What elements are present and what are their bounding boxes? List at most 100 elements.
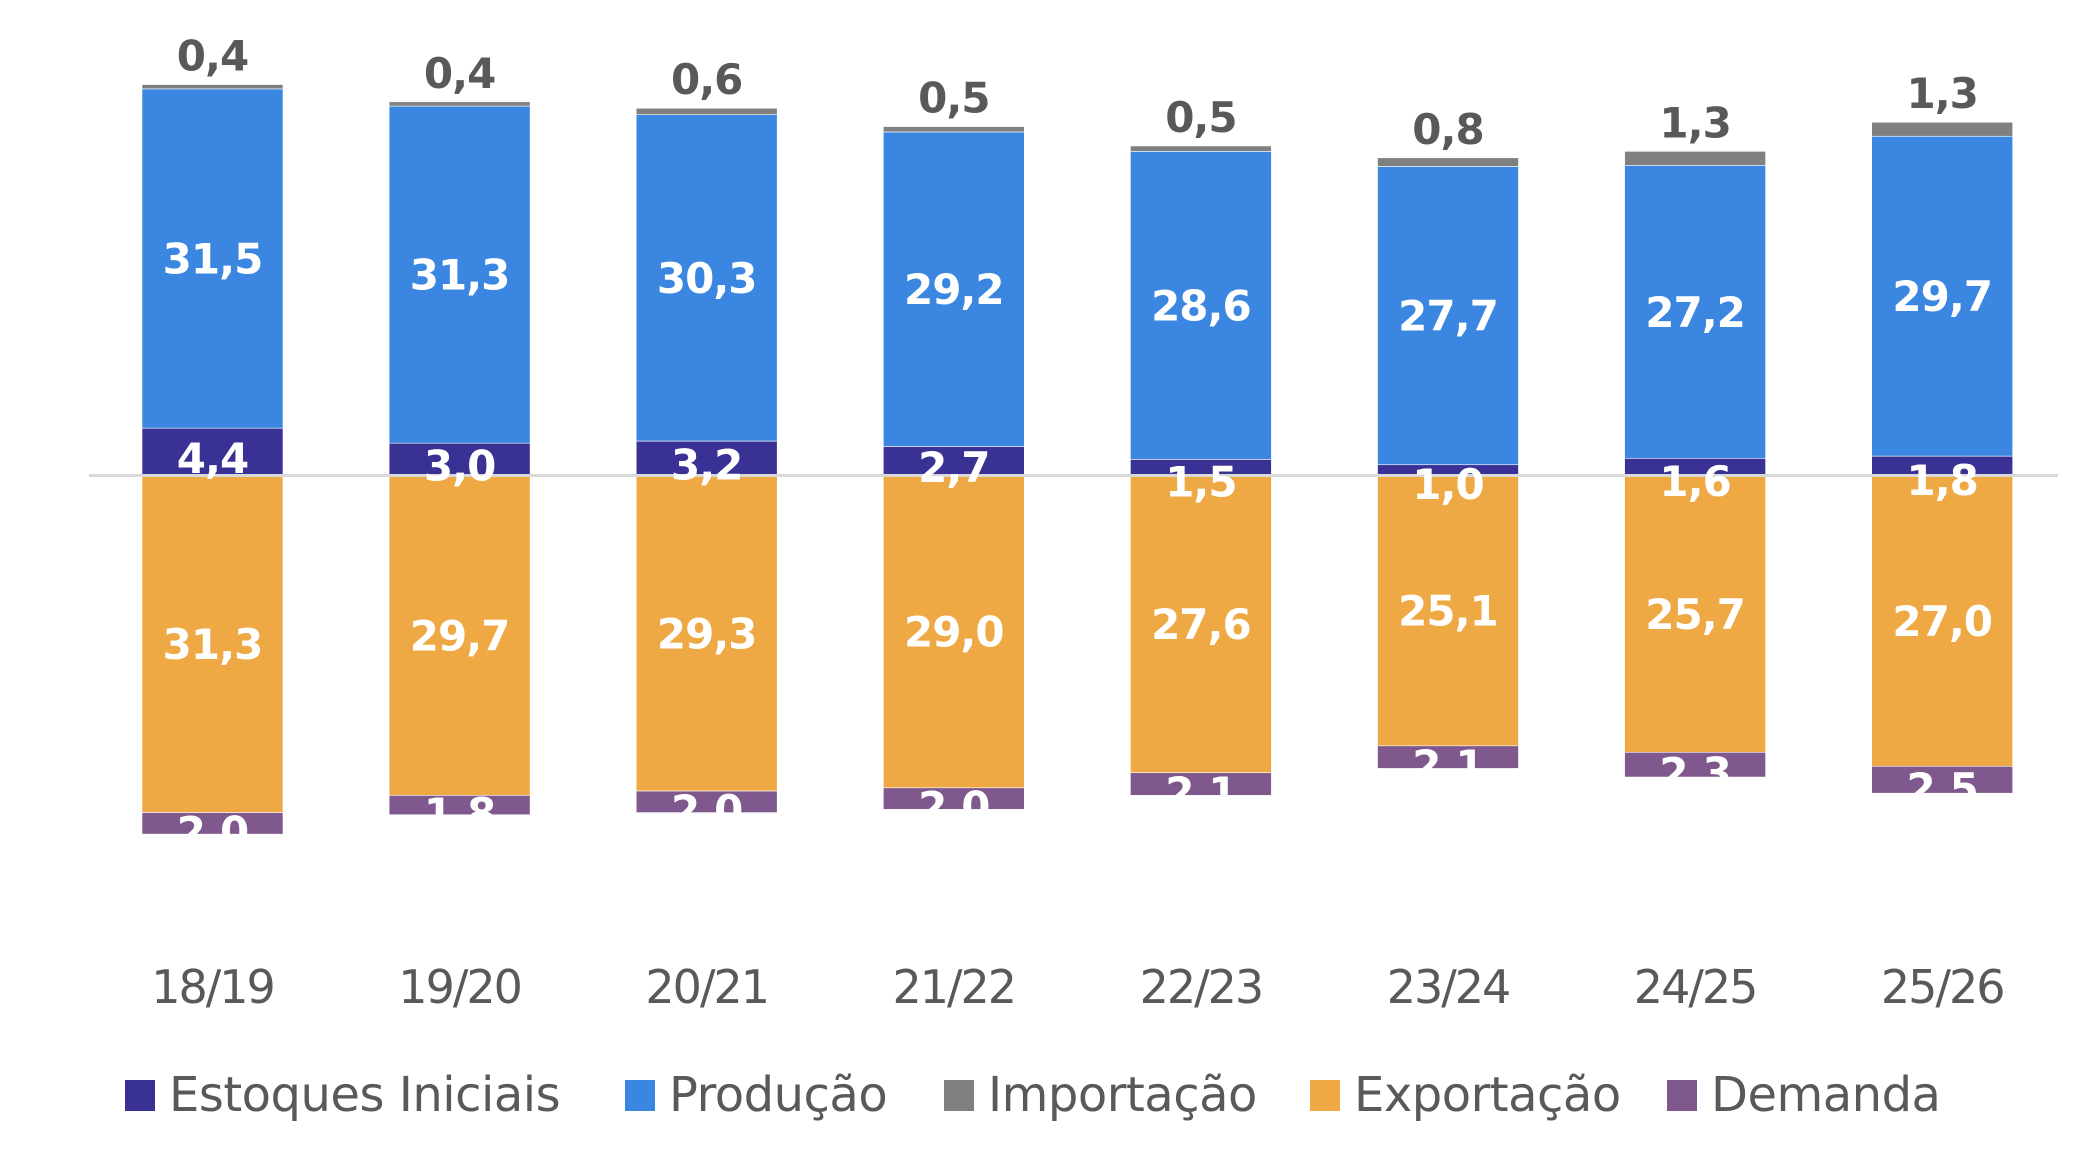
x-tick-label: 22/23 — [1140, 960, 1263, 1014]
data-label-producao: 29,7 — [1892, 272, 1992, 321]
legend-label: Produção — [669, 1067, 887, 1123]
data-label-importacao: 1,3 — [1906, 69, 1977, 118]
bar-segment-estoques-iniciais-18-19 — [141, 427, 284, 476]
bar-segment-demanda-19-20 — [388, 795, 531, 816]
bar-segment-producao-23-24 — [1377, 166, 1519, 466]
data-label-exportacao: 25,1 — [1398, 587, 1498, 636]
legend-label: Estoques Iniciais — [169, 1067, 560, 1123]
bar-segment-demanda-22-23 — [1130, 772, 1272, 796]
data-label-producao: 27,7 — [1398, 292, 1498, 341]
legend-swatch-icon — [944, 1080, 974, 1111]
data-label-demanda: 2,1 — [1165, 768, 1236, 817]
data-label-importacao: 0,6 — [671, 55, 742, 104]
bar-segment-demanda-21-22 — [882, 787, 1025, 810]
bar-segment-importacao-20-21 — [635, 107, 778, 116]
legend-item-estoques-iniciais: Estoques Iniciais — [125, 1067, 561, 1123]
bar-segment-exportacao-22-23 — [1130, 475, 1272, 774]
bar-segment-producao-25-26 — [1871, 135, 2013, 457]
bar-segment-estoques-iniciais-20-21 — [635, 440, 778, 476]
data-label-producao: 27,2 — [1645, 288, 1745, 337]
legend-swatch-icon — [1667, 1080, 1697, 1111]
data-label-demanda: 2,5 — [1906, 764, 1977, 813]
data-label-importacao: 1,3 — [1659, 98, 1730, 147]
data-label-exportacao: 29,3 — [657, 609, 757, 658]
data-label-importacao: 0,8 — [1412, 105, 1483, 154]
legend-item-demanda: Demanda — [1667, 1067, 1941, 1123]
data-label-estoques-iniciais: 1,8 — [1906, 456, 1977, 505]
data-label-demanda: 2,0 — [918, 783, 989, 832]
data-label-exportacao: 27,0 — [1892, 597, 1992, 646]
data-label-importacao: 0,5 — [1165, 93, 1236, 142]
bar-segment-producao-18-19 — [141, 88, 284, 429]
bars-layer — [141, 84, 2013, 835]
data-label-producao: 29,2 — [904, 265, 1004, 314]
data-label-producao: 28,6 — [1151, 281, 1251, 330]
bar-segment-importacao-24-25 — [1624, 151, 1766, 166]
data-label-demanda: 2,1 — [1412, 741, 1483, 790]
bar-segment-producao-20-21 — [635, 114, 778, 442]
data-label-estoques-iniciais: 1,6 — [1659, 457, 1730, 506]
data-labels-layer: 4,4 31,5 0,4 31,3 2,0 3,0 31,3 0,4 29,7 1,8 3,2 30,… — [163, 32, 1993, 856]
data-label-producao: 30,3 — [657, 254, 757, 303]
bar-segment-demanda-23-24 — [1377, 745, 1519, 769]
data-label-exportacao: 29,0 — [904, 608, 1004, 657]
bar-segment-producao-24-25 — [1624, 165, 1766, 459]
legend-label: Exportação — [1354, 1067, 1621, 1123]
bar-segment-producao-21-22 — [882, 131, 1025, 447]
bar-segment-demanda-18-19 — [141, 812, 284, 835]
legend-item-importacao: Importação — [944, 1067, 1257, 1123]
data-label-exportacao: 25,7 — [1645, 590, 1745, 639]
data-label-importacao: 0,4 — [177, 32, 248, 81]
data-label-estoques-iniciais: 1,5 — [1165, 457, 1236, 506]
legend-item-exportacao: Exportação — [1310, 1067, 1621, 1123]
legend-item-producao: Produção — [625, 1067, 888, 1123]
x-tick-label: 19/20 — [398, 960, 521, 1014]
data-label-estoques-iniciais: 1,0 — [1412, 460, 1483, 509]
bar-segment-demanda-20-21 — [635, 790, 778, 813]
data-label-estoques-iniciais: 4,4 — [177, 434, 248, 483]
bar-segment-exportacao-23-24 — [1377, 475, 1519, 747]
x-tick-label: 23/24 — [1387, 960, 1510, 1014]
data-label-producao: 31,3 — [410, 251, 510, 300]
data-label-demanda: 2,3 — [1659, 749, 1730, 798]
data-label-exportacao: 29,7 — [410, 611, 510, 660]
data-label-demanda: 2,0 — [177, 807, 248, 856]
bar-segment-importacao-19-20 — [388, 101, 531, 107]
legend: Estoques Iniciais Produção Importação Expor… — [125, 1067, 1941, 1123]
bar-segment-importacao-18-19 — [141, 84, 284, 90]
data-label-exportacao: 27,6 — [1151, 600, 1251, 649]
data-label-importacao: 0,4 — [424, 49, 495, 98]
bar-segment-estoques-iniciais-19-20 — [388, 442, 531, 476]
legend-swatch-icon — [1310, 1080, 1340, 1111]
data-label-demanda: 2,0 — [671, 786, 742, 835]
bar-segment-producao-22-23 — [1130, 151, 1272, 460]
legend-label: Demanda — [1711, 1067, 1940, 1123]
bar-segment-demanda-24-25 — [1624, 751, 1766, 778]
bar-segment-importacao-25-26 — [1871, 121, 2013, 137]
bar-segment-demanda-25-26 — [1871, 765, 2013, 794]
data-label-estoques-iniciais: 3,2 — [671, 440, 742, 489]
bar-segment-producao-19-20 — [388, 105, 531, 444]
x-tick-label: 21/22 — [893, 960, 1016, 1014]
bar-segment-importacao-22-23 — [1130, 145, 1272, 152]
x-tick-label: 24/25 — [1634, 960, 1757, 1014]
data-label-demanda: 1,8 — [424, 789, 495, 838]
data-label-estoques-iniciais: 2,7 — [918, 443, 989, 492]
legend-swatch-icon — [125, 1080, 155, 1111]
bar-segment-exportacao-19-20 — [388, 475, 531, 796]
data-label-exportacao: 31,3 — [163, 620, 263, 669]
bar-segment-estoques-iniciais-21-22 — [882, 446, 1025, 476]
x-tick-label: 25/26 — [1881, 960, 2004, 1014]
legend-label: Importação — [988, 1067, 1257, 1123]
legend-swatch-icon — [625, 1080, 655, 1111]
bar-segment-importacao-21-22 — [882, 126, 1025, 133]
data-label-producao: 31,5 — [163, 234, 263, 283]
data-label-estoques-iniciais: 3,0 — [424, 441, 495, 490]
x-axis-ticks: 18/19 19/20 20/21 21/22 22/23 23/24 24/25 25/26 — [151, 960, 2005, 1014]
x-tick-label: 20/21 — [645, 960, 768, 1014]
data-label-importacao: 0,5 — [918, 74, 989, 123]
bar-segment-exportacao-21-22 — [882, 475, 1025, 789]
bar-segment-importacao-23-24 — [1377, 157, 1519, 167]
x-tick-label: 18/19 — [151, 960, 274, 1014]
